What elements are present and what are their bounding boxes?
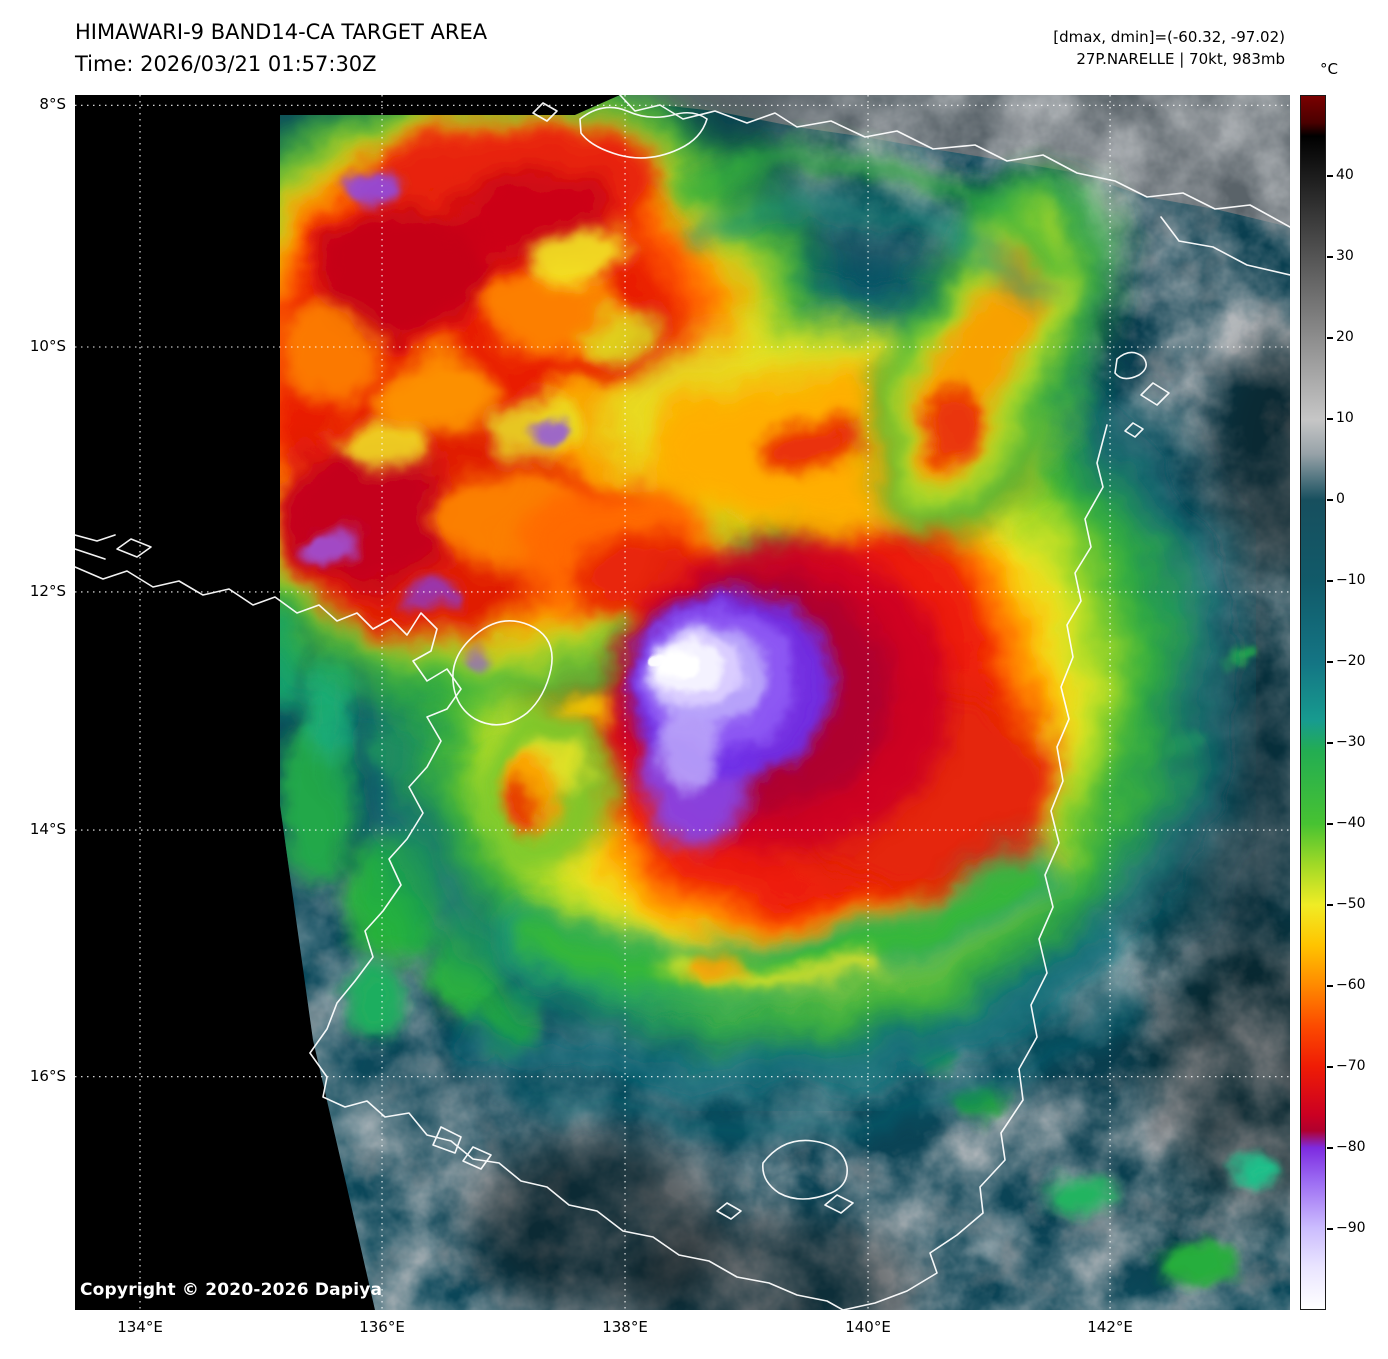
lat-tick-label: 16°S xyxy=(29,1066,66,1085)
lon-tick-label: 134°E xyxy=(117,1318,163,1336)
island-kolepom xyxy=(579,106,708,159)
colorbar-tick-label: 20 xyxy=(1336,329,1354,345)
colorbar-tick-mark xyxy=(1327,661,1333,664)
lon-tick-label: 136°E xyxy=(359,1318,405,1336)
colorbar-tick-mark xyxy=(1327,337,1333,339)
islet xyxy=(532,102,558,122)
colorbar-tick-mark xyxy=(1327,741,1333,744)
storm-info-label: 27P.NARELLE | 70kt, 983mb xyxy=(1076,50,1285,68)
lat-tick-label: 10°S xyxy=(29,336,66,355)
coastline-southern-gulf xyxy=(309,1052,844,1310)
colorbar-tick-label: 10 xyxy=(1336,410,1354,427)
island-mornington xyxy=(762,1139,848,1200)
colorbar-tick-label: 40 xyxy=(1336,167,1354,184)
colorbar-tick-label: −40 xyxy=(1336,815,1366,831)
colorbar-tick-mark xyxy=(1327,1227,1333,1230)
colorbar-tick-label: −70 xyxy=(1336,1058,1366,1074)
cyclone-cold-core xyxy=(611,540,951,854)
colorbar-tick-mark xyxy=(1327,255,1333,258)
islet xyxy=(716,1202,742,1220)
colorbar-tick-label: −10 xyxy=(1336,572,1366,588)
coastline-png-inner xyxy=(1160,216,1290,276)
island-groote xyxy=(452,619,553,726)
copyright-label: Copyright © 2020-2026 Dapiya xyxy=(80,1280,383,1300)
lon-tick-label: 140°E xyxy=(845,1318,891,1336)
islet xyxy=(75,548,106,560)
spiral-bands xyxy=(450,148,1143,1137)
islet xyxy=(432,1126,462,1154)
lat-tick-label: 14°S xyxy=(29,820,66,839)
colorbar-tick-label: −30 xyxy=(1336,733,1366,750)
islet xyxy=(1124,422,1144,438)
dmax-dmin-label: [dmax, dmin]=(-60.32, -97.02) xyxy=(1053,28,1285,46)
islet xyxy=(116,538,152,558)
colorbar-tick-label: −80 xyxy=(1336,1139,1366,1156)
colorbar-tick-label: 30 xyxy=(1336,247,1354,264)
lat-tick-label: 12°S xyxy=(29,581,66,600)
colorbar-tick-mark xyxy=(1327,175,1333,178)
latlon-grid xyxy=(75,95,1290,1310)
page-title: HIMAWARI-9 BAND14-CA TARGET AREA xyxy=(75,20,488,44)
coastline-overlay xyxy=(75,95,1290,1310)
islet xyxy=(1140,382,1170,406)
colorbar-tick-mark xyxy=(1327,984,1333,987)
colorbar-tick-mark xyxy=(1327,1066,1333,1068)
satellite-map xyxy=(75,95,1290,1310)
colorbar-tick-mark xyxy=(1327,1147,1333,1150)
colorbar-tick-mark xyxy=(1327,904,1333,907)
islet xyxy=(1114,351,1147,380)
coastline-arnhem xyxy=(75,566,462,1054)
colorbar-tick-mark xyxy=(1327,418,1333,421)
coastline-cape-york xyxy=(842,424,1108,1310)
colorbar-tick-mark xyxy=(1327,580,1333,582)
islet xyxy=(75,534,116,542)
colorbar-tick-label: −20 xyxy=(1336,653,1366,670)
colorbar-unit-label: °C xyxy=(1320,60,1338,78)
colorbar-tick-label: 0 xyxy=(1336,490,1345,507)
colorbar-tick-label: −90 xyxy=(1336,1219,1366,1236)
satellite-image xyxy=(75,95,1290,1310)
islet xyxy=(824,1194,854,1214)
lat-tick-label: 8°S xyxy=(39,95,66,114)
colorbar-tick-label: −60 xyxy=(1336,976,1366,993)
data-swath xyxy=(280,95,1290,1310)
colorbar-tick-mark xyxy=(1327,823,1333,825)
lon-tick-label: 142°E xyxy=(1087,1318,1133,1336)
colorbar-tick-mark xyxy=(1327,498,1333,501)
temperature-colorbar xyxy=(1300,95,1326,1310)
timestamp-label: Time: 2026/03/21 01:57:30Z xyxy=(75,52,377,76)
colorbar-tick-label: −50 xyxy=(1336,896,1366,913)
lon-tick-label: 138°E xyxy=(602,1318,648,1336)
islet xyxy=(462,1146,492,1170)
